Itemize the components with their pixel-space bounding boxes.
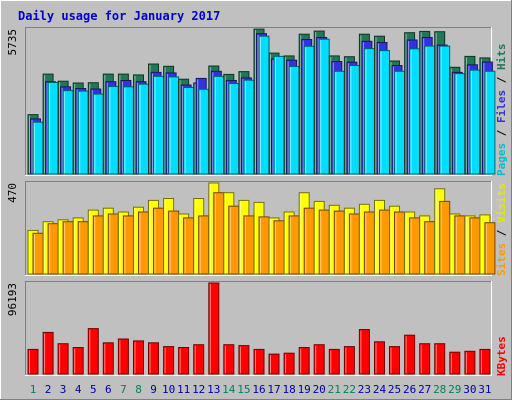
bar-kbytes-17 [268,353,280,375]
bar-kbytes-12 [193,344,205,375]
bar-kbytes-2 [42,331,54,375]
x-label-16: 16 [252,383,265,396]
x-label-1: 1 [30,383,37,396]
bar-kbytes-26 [404,334,416,375]
x-label-2: 2 [45,383,52,396]
bar-kbytes-27 [419,343,431,375]
bar-kbytes-1 [27,348,39,375]
x-label-7: 7 [120,383,127,396]
x-label-13: 13 [207,383,220,396]
legend-part: Visits [495,183,508,223]
x-label-12: 12 [192,383,205,396]
bar-pages-31 [484,70,496,175]
bar-kbytes-29 [449,351,461,375]
legend-part: Pages [495,143,508,176]
x-label-4: 4 [75,383,82,396]
bar-kbytes-6 [102,342,114,375]
chart-title: Daily usage for January 2017 [18,9,220,23]
legend-part: Hits [495,44,508,71]
x-label-31: 31 [478,383,491,396]
bar-kbytes-22 [343,346,355,375]
panel-sites-visits [25,181,496,276]
max-label-kbytes: 96193 [6,283,19,316]
bar-sites-31 [484,222,496,275]
bar-kbytes-16 [253,348,265,375]
bar-kbytes-10 [163,346,175,375]
x-label-18: 18 [282,383,295,396]
x-label-19: 19 [298,383,311,396]
legend-label-kbytes: KBytes [495,336,508,376]
bar-kbytes-11 [178,347,190,375]
panel-kbytes [25,281,492,376]
bar-kbytes-21 [328,348,340,375]
x-label-25: 25 [388,383,401,396]
x-label-20: 20 [313,383,326,396]
bar-kbytes-4 [72,347,84,375]
legend-part: Files [495,90,508,123]
legend-part: / [495,223,508,243]
bar-kbytes-31 [479,348,491,375]
bar-kbytes-13 [208,282,220,375]
bar-kbytes-20 [313,344,325,375]
legend-part: KBytes [495,336,508,376]
bar-kbytes-8 [133,340,144,375]
bar-kbytes-5 [87,328,99,375]
x-label-30: 30 [463,383,476,396]
x-label-22: 22 [343,383,356,396]
x-axis-labels: 1 2 3 4 5 6 7 8 9 10 11 12 13 14 15 16 17 18 19 20 21 22 23 24 2… [30,383,492,396]
x-label-14: 14 [222,383,236,396]
bar-kbytes-19 [298,347,310,375]
bar-kbytes-24 [374,341,385,375]
legend-part: / [495,70,508,90]
legend-part: / [495,123,508,143]
x-label-11: 11 [177,383,190,396]
x-label-27: 27 [418,383,431,396]
right-labels: Pages / Files / Hits Sites / Visits KBytes [495,44,508,377]
legend-label-pages-files-hits: Pages / Files / Hits [495,44,508,177]
x-label-5: 5 [90,383,97,396]
bar-kbytes-14 [223,344,235,375]
x-label-29: 29 [448,383,461,396]
bar-kbytes-18 [283,352,295,375]
bar-kbytes-23 [358,329,370,375]
x-label-28: 28 [433,383,446,396]
bar-kbytes-15 [238,345,250,375]
bar-kbytes-25 [389,346,400,375]
x-label-3: 3 [60,383,67,396]
panel-pages-files-hits [25,27,496,176]
x-label-17: 17 [267,383,280,396]
x-label-8: 8 [135,383,142,396]
max-label-pages-files-hits: 5735 [6,29,19,56]
x-label-24: 24 [373,383,387,396]
x-label-21: 21 [328,383,341,396]
x-label-26: 26 [403,383,416,396]
max-label-sites-visits: 470 [6,183,19,203]
bar-kbytes-7 [117,338,129,375]
legend-part: Sites [495,243,508,276]
x-label-6: 6 [105,383,112,396]
legend-label-sites-visits: Sites / Visits [495,183,508,276]
x-label-9: 9 [150,383,157,396]
bar-kbytes-9 [148,342,159,375]
bar-kbytes-3 [57,343,69,375]
bar-kbytes-30 [464,350,476,375]
x-label-23: 23 [358,383,371,396]
x-label-10: 10 [162,383,175,396]
x-label-15: 15 [237,383,250,396]
max-labels: 5735 470 96193 [6,29,19,316]
bar-kbytes-28 [434,343,446,375]
